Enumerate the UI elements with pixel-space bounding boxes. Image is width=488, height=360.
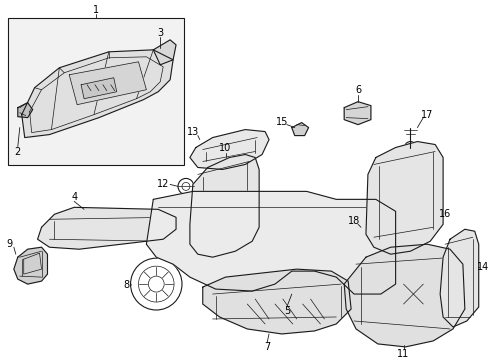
Polygon shape [81, 78, 117, 99]
Polygon shape [18, 103, 33, 118]
Text: 6: 6 [354, 85, 360, 95]
Text: 3: 3 [157, 28, 163, 38]
Polygon shape [189, 154, 259, 257]
Text: 7: 7 [264, 342, 269, 352]
Text: 11: 11 [397, 349, 409, 359]
Text: 1: 1 [93, 5, 99, 15]
Polygon shape [146, 192, 395, 294]
Polygon shape [69, 62, 146, 105]
Bar [8, 18, 183, 166]
Text: 13: 13 [186, 127, 199, 136]
Polygon shape [189, 130, 268, 170]
Text: 18: 18 [347, 216, 360, 226]
Text: 12: 12 [157, 179, 169, 189]
Text: 5: 5 [283, 306, 289, 316]
Polygon shape [38, 207, 176, 249]
Polygon shape [439, 229, 478, 327]
Text: 2: 2 [15, 147, 21, 157]
Text: 4: 4 [71, 192, 77, 202]
Polygon shape [14, 247, 47, 284]
Polygon shape [344, 244, 464, 347]
Polygon shape [153, 40, 176, 65]
Polygon shape [365, 141, 442, 254]
Text: 16: 16 [438, 209, 450, 219]
Text: 17: 17 [420, 110, 432, 120]
Text: 14: 14 [476, 262, 488, 272]
Text: 9: 9 [7, 239, 13, 249]
Text: 8: 8 [123, 280, 129, 290]
Polygon shape [291, 123, 308, 136]
Text: 10: 10 [219, 143, 231, 153]
Polygon shape [21, 50, 173, 138]
Text: 15: 15 [275, 117, 287, 127]
Polygon shape [203, 269, 350, 334]
Polygon shape [344, 102, 370, 125]
